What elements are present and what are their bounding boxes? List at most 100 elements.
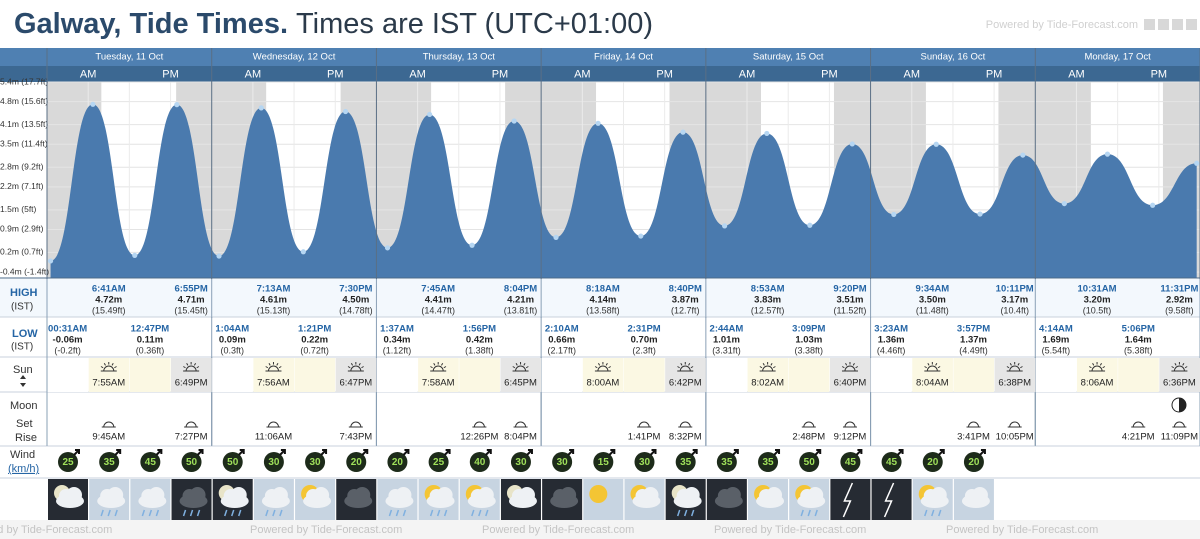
cloud <box>313 487 330 503</box>
cloud <box>807 487 824 503</box>
low-feet: (2.17ft) <box>547 345 576 355</box>
wind-unit-link[interactable]: (km/h) <box>8 463 39 475</box>
high-time: 11:31PM <box>1160 284 1198 295</box>
cloud <box>148 487 165 503</box>
wind-speed: 35 <box>104 457 116 468</box>
wind-badge <box>469 452 490 472</box>
rain <box>683 509 688 517</box>
low-height: 1.36m <box>878 335 905 346</box>
sun-arc <box>1173 365 1185 372</box>
sun-icon <box>841 362 859 372</box>
moon-icon <box>842 421 857 428</box>
high-height: 3.50m <box>919 295 946 306</box>
tide-point <box>807 222 813 228</box>
high-time: 8:40PM <box>669 284 702 295</box>
tide-point <box>216 253 222 259</box>
sun-ray <box>441 362 444 366</box>
sun-icon <box>1006 362 1023 372</box>
sunset-time: 6:47PM <box>339 378 372 389</box>
sun-arc <box>679 365 691 372</box>
low-time: 2:31PM <box>627 324 660 335</box>
low-time: 3:09PM <box>792 324 825 335</box>
high-time: 10:31AM <box>1078 284 1117 295</box>
cloud <box>271 487 288 503</box>
day-label: Wednesday, 12 Oct <box>253 52 336 63</box>
wind-label: Wind <box>10 449 35 461</box>
sun-ray <box>605 362 608 366</box>
rain <box>931 509 935 517</box>
sun-cell <box>376 358 418 392</box>
sun-ray <box>268 362 271 366</box>
tide-point <box>638 233 644 239</box>
moon-icon <box>637 421 652 428</box>
sun-ray <box>759 366 763 369</box>
low-height: 0.66m <box>548 335 575 346</box>
footer-powered: Powered by Tide-Forecast.com <box>0 524 112 536</box>
wind-speed: 20 <box>392 457 404 468</box>
sun-arc <box>1009 365 1021 372</box>
sun-ray <box>512 366 516 369</box>
high-height: 4.61m <box>260 295 287 306</box>
tide-point <box>1194 160 1200 166</box>
low-time: 2:10AM <box>545 324 579 335</box>
logo-box <box>1186 19 1197 30</box>
sun-ray <box>688 362 691 366</box>
wind-badge <box>881 452 902 472</box>
sun-ray <box>935 362 938 366</box>
rain <box>429 509 434 517</box>
wind-arrow <box>690 449 698 456</box>
rain <box>690 509 695 517</box>
high-height: 3.51m <box>837 295 864 306</box>
high-feet: (9.58ft) <box>1165 305 1194 315</box>
sun-ray <box>937 366 941 369</box>
moon-label: Moon <box>10 400 38 412</box>
sun-ray <box>100 366 104 369</box>
logo-box <box>1172 19 1183 30</box>
sun-ray <box>680 362 683 366</box>
cloud <box>642 487 659 503</box>
sun-cell <box>129 358 171 392</box>
y-tick-label: 5.4m (17.7ft) <box>0 76 48 86</box>
sun-cell <box>871 358 912 392</box>
weather-icon <box>295 479 336 520</box>
wind-badge <box>428 452 449 472</box>
low-height: 1.03m <box>795 335 822 346</box>
tide-point <box>90 101 96 107</box>
wind-arrow <box>938 449 945 456</box>
wind-arrow <box>732 449 739 456</box>
cloud <box>971 487 988 503</box>
tide-point <box>933 141 939 147</box>
am-label: AM <box>1068 68 1085 80</box>
sunrise-time: 7:55AM <box>92 378 125 389</box>
moonset-time: 1:41PM <box>628 432 661 443</box>
wind-speed: 30 <box>268 457 280 468</box>
wind-speed: 30 <box>557 457 569 468</box>
high-feet: (15.49ft) <box>92 305 126 315</box>
sun-icon <box>594 362 611 372</box>
tide-point <box>342 108 349 115</box>
sunset-time: 6:38PM <box>998 378 1031 389</box>
moonset-time: 3:41PM <box>957 432 990 443</box>
high-feet: (15.45ft) <box>174 305 208 315</box>
sunset-time: 6:36PM <box>1163 378 1196 389</box>
high-time: 8:18AM <box>586 284 620 295</box>
moon-icon <box>801 421 816 428</box>
sun-cell <box>1118 358 1159 392</box>
sun-ray <box>594 366 598 369</box>
weather-icon <box>706 479 747 520</box>
rain <box>395 509 400 517</box>
wind-arrow <box>608 449 616 456</box>
high-height: 3.17m <box>1001 295 1028 306</box>
wind-arrow <box>279 449 286 456</box>
wind-arrow <box>649 449 657 456</box>
low-feet: (-0.2ft) <box>54 345 81 355</box>
set-label: Set <box>16 418 33 430</box>
am-label: AM <box>80 68 97 80</box>
weather-icon <box>830 479 871 520</box>
wind-badge <box>963 452 984 472</box>
low-time: 5:06PM <box>1122 324 1155 335</box>
low-height: -0.06m <box>53 335 83 346</box>
sun-ray <box>1009 362 1012 366</box>
sun-arc <box>515 365 527 372</box>
moon-icon <box>184 421 199 428</box>
